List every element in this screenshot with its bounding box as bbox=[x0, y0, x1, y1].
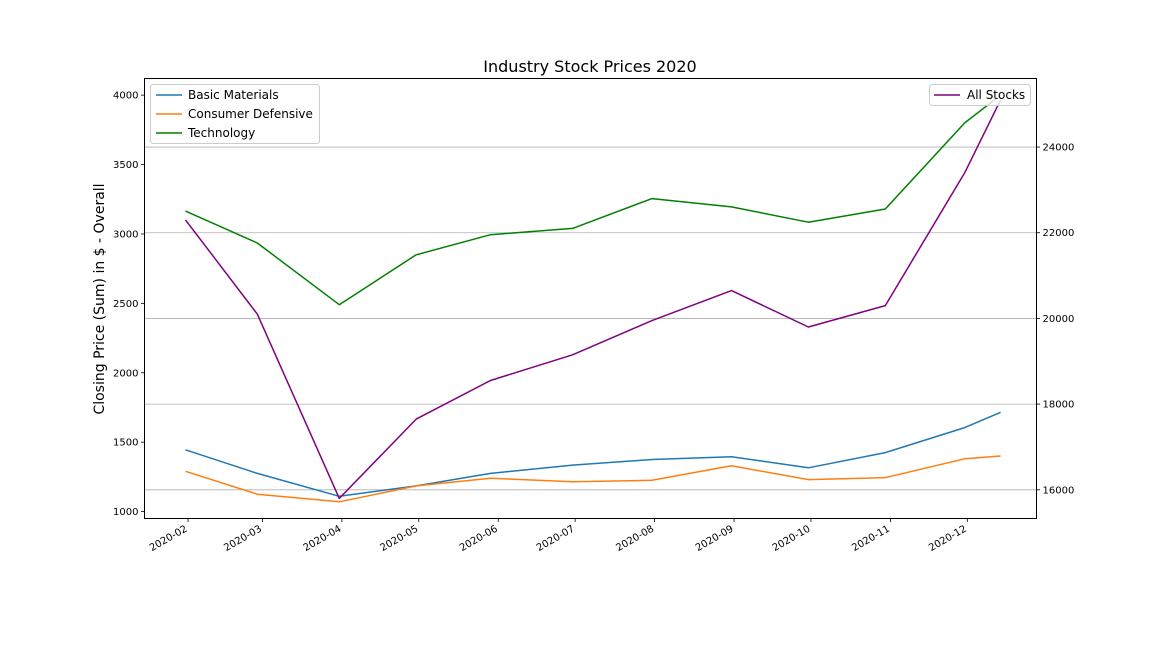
left-y-tick-label-4000: 4000 bbox=[113, 91, 138, 102]
x-tick-label-2020-10: 2020-10 bbox=[771, 524, 813, 554]
x-tick-label-2020-11: 2020-11 bbox=[850, 524, 892, 554]
legend-right-frame bbox=[929, 84, 1031, 106]
plot-area-frame bbox=[144, 78, 1037, 519]
series-line-consumer-defensive bbox=[185, 455, 1001, 503]
legend-left-frame bbox=[150, 84, 320, 144]
x-axis: 2020-02 2020-03 2020-04 2020-05 2020-06 2020-… bbox=[148, 518, 969, 554]
x-tick-label-2020-05: 2020-05 bbox=[379, 524, 421, 554]
x-tick-label-2020-08: 2020-08 bbox=[614, 524, 656, 554]
legend-label-technology: Technology bbox=[187, 126, 255, 140]
legend-label-consumer-defensive: Consumer Defensive bbox=[188, 107, 313, 121]
right-y-tick-label-16000: 16000 bbox=[1043, 485, 1075, 496]
x-tick-label-2020-07: 2020-07 bbox=[535, 524, 577, 554]
legend-label-basic-materials: Basic Materials bbox=[188, 88, 279, 102]
series-line-technology bbox=[185, 94, 1002, 306]
x-tick-label-2020-02: 2020-02 bbox=[148, 524, 190, 554]
y-axis-label: Closing Price (Sum) in $ - Overall bbox=[92, 183, 108, 414]
chart-title: Industry Stock Prices 2020 bbox=[483, 57, 696, 76]
right-y-tick-label-22000: 22000 bbox=[1043, 228, 1075, 239]
series-line-all-stocks bbox=[184, 99, 1002, 500]
x-tick-label-2020-03: 2020-03 bbox=[222, 524, 264, 554]
left-y-axis: 1000 1500 2000 2500 3000 3500 4000 bbox=[113, 91, 145, 518]
x-tick-label-2020-04: 2020-04 bbox=[302, 524, 344, 554]
legend-left: Basic Materials Consumer Defensive Techn… bbox=[150, 84, 320, 144]
x-tick-label-2020-06: 2020-06 bbox=[458, 524, 500, 554]
left-y-tick-label-3500: 3500 bbox=[113, 160, 138, 171]
gridlines bbox=[144, 146, 1037, 491]
right-y-tick-label-20000: 20000 bbox=[1043, 314, 1075, 325]
left-y-tick-label-2500: 2500 bbox=[113, 299, 138, 310]
series-line-basic-materials bbox=[185, 411, 1001, 498]
legend-label-all-stocks: All Stocks bbox=[967, 88, 1025, 102]
left-y-tick-label-1500: 1500 bbox=[113, 438, 138, 449]
x-tick-label-2020-12: 2020-12 bbox=[927, 524, 969, 554]
legend-right: All Stocks bbox=[929, 84, 1031, 106]
right-y-tick-label-24000: 24000 bbox=[1043, 143, 1075, 154]
series-lines bbox=[184, 94, 1002, 503]
x-tick-label-2020-09: 2020-09 bbox=[694, 524, 736, 554]
right-y-axis: 16000 18000 20000 22000 24000 bbox=[1036, 143, 1075, 496]
left-y-tick-label-1000: 1000 bbox=[113, 507, 138, 518]
left-y-tick-label-3000: 3000 bbox=[113, 229, 138, 240]
left-y-tick-label-2000: 2000 bbox=[113, 368, 138, 379]
right-y-tick-label-18000: 18000 bbox=[1043, 400, 1075, 411]
